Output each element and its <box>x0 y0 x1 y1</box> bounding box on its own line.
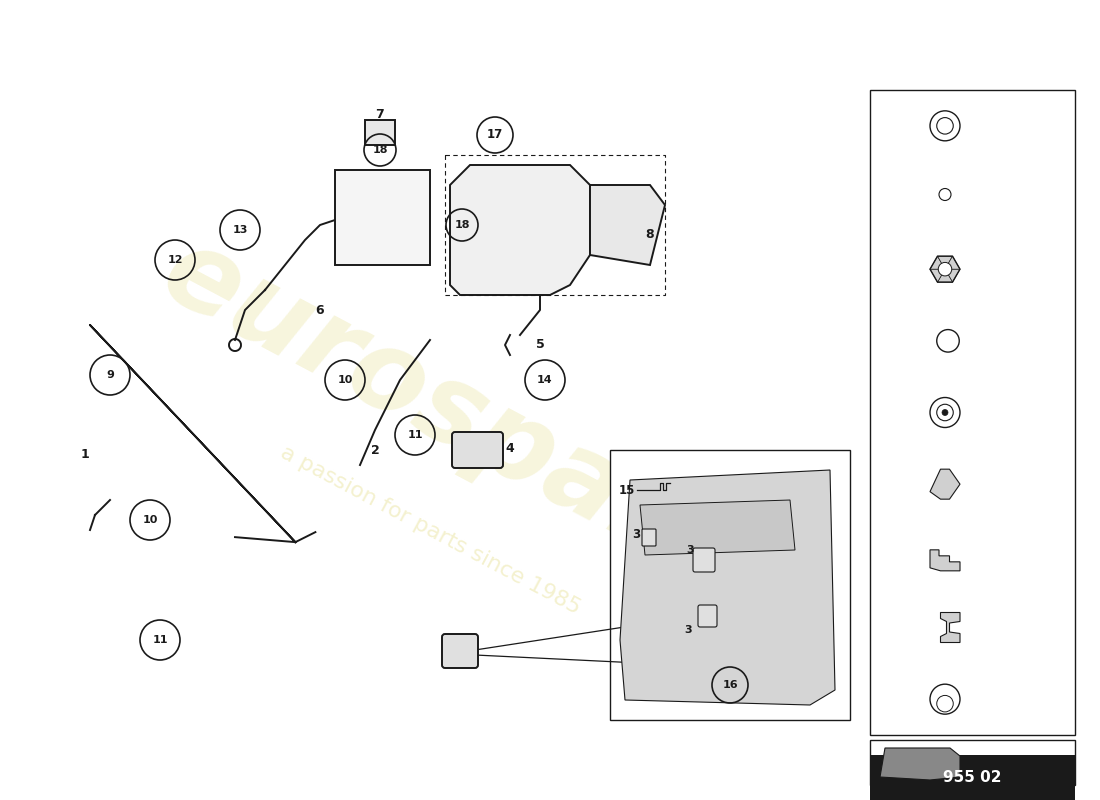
FancyBboxPatch shape <box>642 529 656 546</box>
Text: 10: 10 <box>142 515 157 525</box>
Text: 10: 10 <box>338 375 353 385</box>
Text: 16: 16 <box>879 334 896 347</box>
FancyBboxPatch shape <box>693 548 715 572</box>
Polygon shape <box>945 256 960 269</box>
Text: a passion for parts since 1985: a passion for parts since 1985 <box>276 442 583 618</box>
Text: 3: 3 <box>684 625 692 635</box>
Circle shape <box>937 695 954 712</box>
Text: 8: 8 <box>646 229 654 242</box>
Polygon shape <box>930 469 960 499</box>
Text: 17: 17 <box>487 129 503 142</box>
Text: 12: 12 <box>167 255 183 265</box>
Circle shape <box>938 262 952 276</box>
Text: 14: 14 <box>879 262 896 276</box>
Text: 15: 15 <box>618 483 635 497</box>
Text: 11: 11 <box>879 621 896 634</box>
Polygon shape <box>937 269 953 282</box>
Polygon shape <box>590 185 666 265</box>
Text: 18: 18 <box>454 220 470 230</box>
Bar <box>365 120 395 145</box>
Bar <box>336 170 430 265</box>
Text: 4: 4 <box>506 442 515 454</box>
FancyBboxPatch shape <box>442 634 478 668</box>
Polygon shape <box>930 269 945 282</box>
FancyBboxPatch shape <box>452 432 503 468</box>
Text: 9: 9 <box>106 370 114 380</box>
Bar <box>610 450 850 720</box>
Bar <box>870 755 1075 800</box>
Polygon shape <box>937 256 953 269</box>
Bar <box>870 90 1075 735</box>
Text: 955 02: 955 02 <box>944 770 1002 785</box>
Bar <box>870 740 1075 785</box>
Text: 2: 2 <box>371 443 380 457</box>
Text: eurospares: eurospares <box>145 218 815 642</box>
FancyBboxPatch shape <box>698 605 717 627</box>
Text: 18: 18 <box>879 119 896 132</box>
Text: 7: 7 <box>375 109 384 122</box>
Polygon shape <box>880 748 960 780</box>
Text: 1: 1 <box>80 449 89 462</box>
Text: 17: 17 <box>879 191 896 204</box>
Polygon shape <box>945 269 960 282</box>
Text: 6: 6 <box>316 303 324 317</box>
Polygon shape <box>450 165 590 295</box>
Polygon shape <box>930 256 945 269</box>
Text: 3: 3 <box>686 545 694 555</box>
Text: 13: 13 <box>232 225 248 235</box>
Text: 18: 18 <box>372 145 387 155</box>
Text: 14: 14 <box>537 375 553 385</box>
Polygon shape <box>640 500 795 555</box>
Polygon shape <box>940 613 960 642</box>
Text: 11: 11 <box>407 430 422 440</box>
Text: 11: 11 <box>152 635 167 645</box>
Text: 5: 5 <box>536 338 544 351</box>
Text: 3: 3 <box>631 529 640 542</box>
Text: 10: 10 <box>879 550 896 562</box>
Text: 12: 12 <box>879 693 896 706</box>
Text: 13: 13 <box>879 478 896 490</box>
Circle shape <box>942 410 948 415</box>
Polygon shape <box>930 550 960 571</box>
Text: 16: 16 <box>723 680 738 690</box>
Polygon shape <box>620 470 835 705</box>
Text: 9: 9 <box>883 406 892 419</box>
